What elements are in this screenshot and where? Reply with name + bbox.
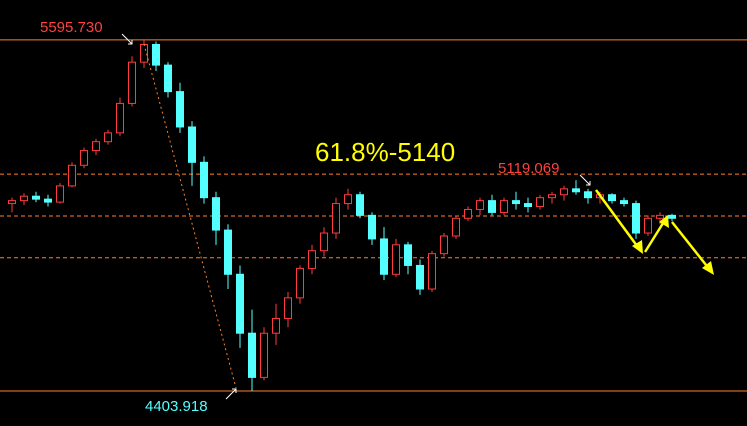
candle-body (152, 43, 160, 66)
fib-line (143, 43, 237, 389)
swing-label: 5119.069 (498, 160, 559, 177)
candle-body (284, 297, 292, 319)
pointer (121, 33, 133, 45)
candle-body (380, 238, 388, 275)
candle-body (476, 200, 484, 210)
candle-body (308, 250, 316, 269)
candle-body (80, 150, 88, 166)
candle-body (236, 273, 244, 334)
candle-body (56, 185, 64, 203)
candle-body (536, 197, 544, 208)
pointer (225, 388, 237, 400)
candle-body (164, 64, 172, 93)
candle-body (272, 317, 280, 334)
candle-body (524, 203, 532, 208)
candle-body (548, 194, 556, 199)
candle-body (560, 188, 568, 196)
candle-body (428, 253, 436, 290)
candle-body (20, 195, 28, 202)
candle-body (248, 332, 256, 378)
candle-body (464, 208, 472, 219)
candle-body (620, 200, 628, 205)
high-label: 5595.730 (40, 19, 103, 36)
candle-body (224, 229, 232, 275)
candle-body (32, 195, 40, 200)
candle-body (392, 244, 400, 275)
candle-body (104, 132, 112, 143)
candle-body (44, 198, 52, 203)
candle-body (572, 188, 580, 193)
candle-body (512, 200, 520, 205)
candle-body (260, 332, 268, 378)
candle-body (500, 200, 508, 213)
candle-body (440, 235, 448, 255)
candle-body (212, 197, 220, 231)
candle-body (176, 91, 184, 128)
candle-body (452, 217, 460, 237)
candle-body (344, 194, 352, 205)
candle-body (668, 214, 676, 219)
candle-body (656, 214, 664, 219)
candle-body (116, 102, 124, 134)
candle-body (488, 200, 496, 213)
candle-body (320, 232, 328, 252)
candle-body (608, 194, 616, 202)
candle-body (296, 267, 304, 299)
candle-body (632, 203, 640, 234)
candle-body (416, 264, 424, 290)
candle-body (368, 214, 376, 240)
candle-body (356, 194, 364, 216)
pointer (579, 174, 591, 186)
candle-body (404, 244, 412, 266)
candle-body (128, 61, 136, 104)
target-label: 61.8%-5140 (315, 137, 455, 167)
candle-body (92, 141, 100, 152)
low-label: 4403.918 (145, 398, 208, 415)
candle-body (140, 43, 148, 63)
candle-body (68, 164, 76, 187)
candle-body (644, 217, 652, 234)
candle-body (8, 200, 16, 205)
overlay: 5595.730 4403.918 5119.069 61.8%-5140 (40, 19, 714, 415)
candle-body (584, 191, 592, 199)
candle-body (200, 161, 208, 199)
forecast-arrows (594, 189, 714, 275)
candle-body (188, 126, 196, 163)
candle-body (332, 203, 340, 234)
candles (8, 39, 676, 391)
